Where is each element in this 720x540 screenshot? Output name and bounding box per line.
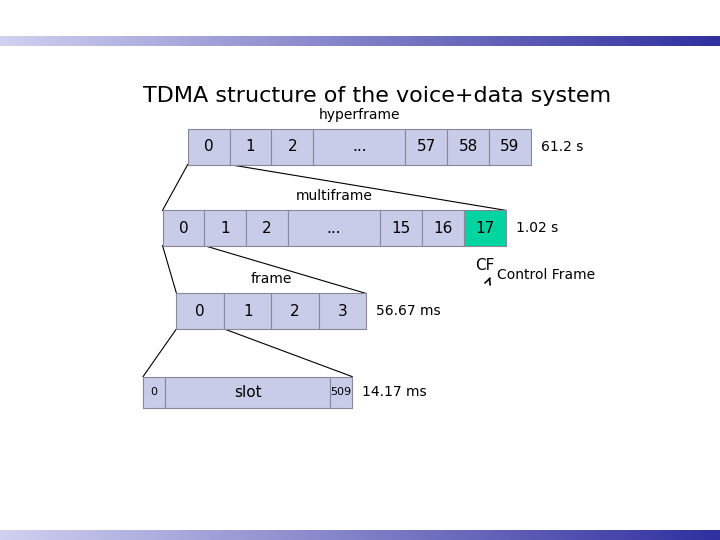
- Text: 0: 0: [150, 387, 158, 397]
- FancyBboxPatch shape: [176, 294, 224, 329]
- Text: 0: 0: [179, 220, 188, 235]
- FancyBboxPatch shape: [330, 377, 352, 408]
- Text: 1.02 s: 1.02 s: [516, 221, 558, 235]
- FancyBboxPatch shape: [143, 377, 166, 408]
- Text: TDMA structure of the voice+data system: TDMA structure of the voice+data system: [143, 86, 611, 106]
- Text: 59: 59: [500, 139, 520, 154]
- Text: 0: 0: [204, 139, 213, 154]
- Text: 2: 2: [262, 220, 272, 235]
- Text: 2: 2: [290, 303, 300, 319]
- Text: 1: 1: [246, 139, 255, 154]
- FancyBboxPatch shape: [271, 129, 313, 165]
- Text: slot: slot: [234, 384, 261, 400]
- Text: 15: 15: [392, 220, 410, 235]
- Text: 17: 17: [475, 220, 495, 235]
- FancyBboxPatch shape: [271, 294, 319, 329]
- FancyBboxPatch shape: [422, 211, 464, 246]
- FancyBboxPatch shape: [489, 129, 531, 165]
- FancyBboxPatch shape: [464, 211, 505, 246]
- Text: 57: 57: [417, 139, 436, 154]
- Text: frame: frame: [251, 272, 292, 286]
- Text: 0: 0: [195, 303, 205, 319]
- Text: Control Frame: Control Frame: [498, 268, 595, 282]
- Text: multiframe: multiframe: [296, 189, 372, 203]
- Text: 2: 2: [287, 139, 297, 154]
- Text: ...: ...: [327, 220, 341, 235]
- Text: 1: 1: [220, 220, 230, 235]
- Text: 61.2 s: 61.2 s: [541, 140, 583, 154]
- Text: 1: 1: [243, 303, 253, 319]
- FancyBboxPatch shape: [380, 211, 422, 246]
- Text: ...: ...: [352, 139, 366, 154]
- Text: 3: 3: [338, 303, 347, 319]
- Text: 56.67 ms: 56.67 ms: [377, 304, 441, 318]
- FancyBboxPatch shape: [224, 294, 271, 329]
- FancyBboxPatch shape: [313, 129, 405, 165]
- Text: 509: 509: [330, 387, 351, 397]
- Text: 14.17 ms: 14.17 ms: [362, 385, 427, 399]
- Text: 16: 16: [433, 220, 453, 235]
- FancyBboxPatch shape: [230, 129, 271, 165]
- Text: CF: CF: [475, 258, 495, 273]
- FancyBboxPatch shape: [246, 211, 288, 246]
- FancyBboxPatch shape: [163, 211, 204, 246]
- FancyBboxPatch shape: [188, 129, 230, 165]
- FancyBboxPatch shape: [288, 211, 380, 246]
- FancyBboxPatch shape: [447, 129, 489, 165]
- Text: hyperframe: hyperframe: [318, 108, 400, 122]
- FancyBboxPatch shape: [166, 377, 330, 408]
- FancyBboxPatch shape: [319, 294, 366, 329]
- Text: 58: 58: [459, 139, 477, 154]
- FancyBboxPatch shape: [204, 211, 246, 246]
- FancyBboxPatch shape: [405, 129, 447, 165]
